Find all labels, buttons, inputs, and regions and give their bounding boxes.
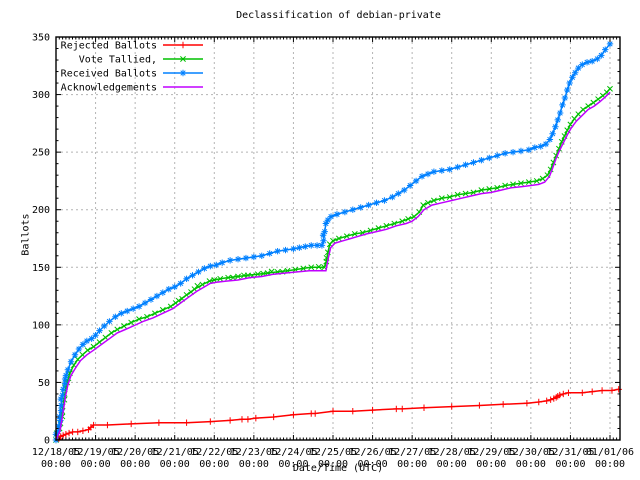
y-tick-label: 300 xyxy=(32,90,50,101)
x-axis-label: Date/Time (UTC) xyxy=(292,463,384,474)
x-tick-label-date: 12/18/05 xyxy=(32,447,80,458)
x-tick-label-date: 12/19/05 xyxy=(71,447,119,458)
y-axis-label: Ballots xyxy=(20,213,32,256)
x-tick-label-date: 12/25/05 xyxy=(309,447,357,458)
plot-border xyxy=(55,36,621,441)
x-tick-label-time: 00:00 xyxy=(595,459,625,470)
legend-label: Acknowledgements xyxy=(61,83,157,94)
series-markers-tallied xyxy=(53,85,613,443)
y-tick-label: 50 xyxy=(38,378,50,389)
x-tick-label-date: 12/26/05 xyxy=(348,447,396,458)
y-tick-label: 150 xyxy=(32,263,50,274)
y-tick-label: 0 xyxy=(44,436,50,447)
x-tick-label-date: 12/22/05 xyxy=(190,447,238,458)
legend-marker-star xyxy=(179,69,187,77)
series-line-rejected xyxy=(55,388,619,441)
x-tick-label-time: 00:00 xyxy=(199,459,229,470)
legend-marker-plus xyxy=(179,41,187,49)
y-tick-label: 350 xyxy=(32,33,50,44)
chart-title: Declassification of debian-private xyxy=(236,10,441,21)
x-tick-label-date: 12/31/05 xyxy=(546,447,594,458)
legend-label: Rejected Ballots xyxy=(61,41,157,52)
legend-marker-cross xyxy=(180,56,186,62)
legend-item-rejected: Rejected Ballots xyxy=(61,41,203,52)
x-tick-label-date: 12/30/05 xyxy=(507,447,555,458)
series-markers-rejected xyxy=(52,386,622,444)
series-line-acknowledgements xyxy=(55,91,611,441)
x-tick-label-time: 00:00 xyxy=(160,459,190,470)
x-tick-label-date: 12/28/05 xyxy=(428,447,476,458)
x-tick-label-date: 12/27/05 xyxy=(388,447,436,458)
y-tick-label: 200 xyxy=(32,205,50,216)
x-tick-label-time: 00:00 xyxy=(81,459,111,470)
legend-label: Received Ballots xyxy=(61,69,157,80)
x-tick-label-date: 12/21/05 xyxy=(151,447,199,458)
x-tick-label-date: 01/01/06 xyxy=(586,447,634,458)
x-tick-label-time: 00:00 xyxy=(397,459,427,470)
legend-item-acknowledgements: Acknowledgements xyxy=(61,83,203,94)
x-tick-label-date: 12/24/05 xyxy=(269,447,317,458)
x-tick-label-time: 00:00 xyxy=(437,459,467,470)
x-tick-label-time: 00:00 xyxy=(516,459,546,470)
x-tick-label-time: 00:00 xyxy=(41,459,71,470)
x-tick-label-time: 00:00 xyxy=(476,459,506,470)
legend-item-tallied: Vote Tallied, xyxy=(79,55,203,66)
x-tick-label-date: 12/23/05 xyxy=(230,447,278,458)
x-tick-label-time: 00:00 xyxy=(555,459,585,470)
y-tick-label: 250 xyxy=(32,148,50,159)
x-tick-label-time: 00:00 xyxy=(239,459,269,470)
x-tick-label-time: 00:00 xyxy=(358,459,388,470)
x-tick-label-date: 12/20/05 xyxy=(111,447,159,458)
x-tick-label-time: 00:00 xyxy=(318,459,348,470)
x-tick-label-time: 00:00 xyxy=(120,459,150,470)
legend-item-received: Received Ballots xyxy=(61,69,203,80)
x-tick-label-date: 12/29/05 xyxy=(467,447,515,458)
y-tick-label: 100 xyxy=(32,320,50,331)
x-tick-label-time: 00:00 xyxy=(278,459,308,470)
legend-label: Vote Tallied, xyxy=(79,55,157,66)
